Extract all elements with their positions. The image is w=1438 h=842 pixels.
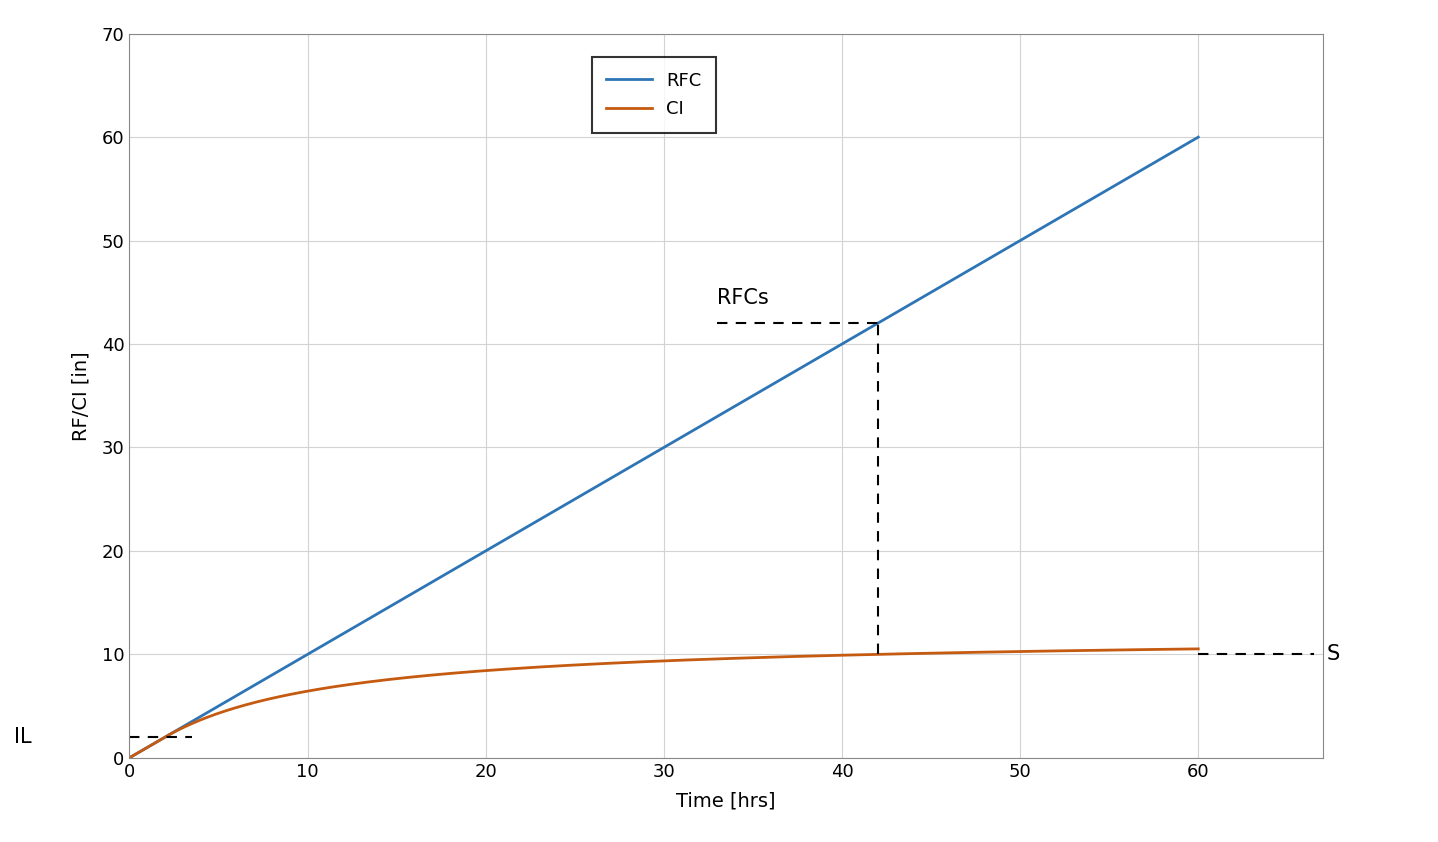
RFC [1158, 151, 1175, 161]
CI [613, 658, 630, 668]
Text: S: S [1326, 644, 1340, 664]
CI [1189, 644, 1206, 654]
CI [962, 647, 979, 658]
CI [1159, 644, 1176, 654]
RFC [1159, 150, 1176, 160]
RFC [121, 753, 138, 763]
RFC [1189, 132, 1206, 142]
X-axis label: Time [hrs]: Time [hrs] [676, 791, 777, 811]
Text: RFCs: RFCs [718, 288, 769, 308]
CI [640, 657, 657, 667]
Y-axis label: RF/CI [in]: RF/CI [in] [72, 351, 91, 440]
RFC [640, 451, 657, 461]
RFC [613, 467, 630, 477]
Line: CI: CI [129, 649, 1198, 758]
Line: RFC: RFC [129, 137, 1198, 758]
Legend: RFC, CI: RFC, CI [592, 57, 716, 133]
RFC [962, 264, 979, 274]
Text: IL: IL [14, 727, 32, 747]
RFC [175, 721, 193, 731]
CI [1158, 644, 1175, 654]
CI [121, 753, 138, 763]
CI [175, 722, 193, 733]
